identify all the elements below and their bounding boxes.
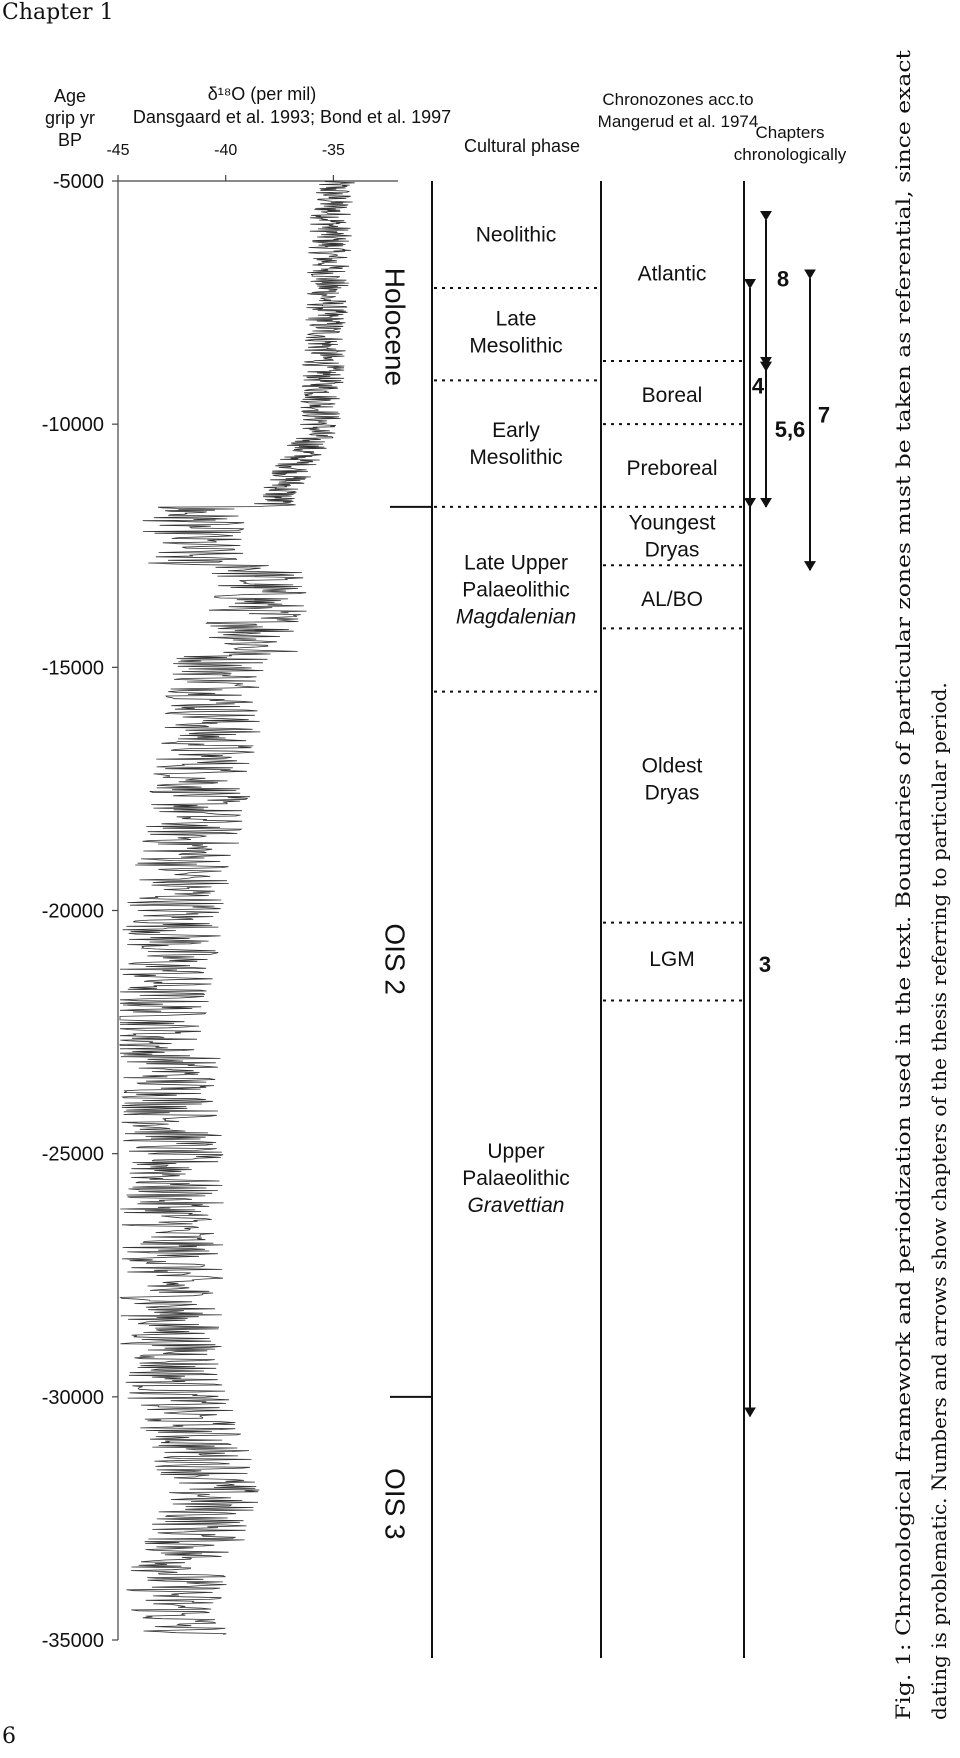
figure-caption-line: dating is problematic. Numbers and arrow…	[927, 682, 951, 1720]
age-axis-label: grip yr	[45, 108, 95, 128]
cultural-phase-label: Upper	[487, 1140, 544, 1163]
age-axis-label: BP	[58, 130, 82, 150]
chronozone-label: Youngest	[629, 512, 716, 535]
chronozone-label: AL/BO	[641, 588, 703, 611]
d18o-tick-label: -40	[214, 142, 237, 159]
chapter-label: 7	[818, 402, 830, 427]
cultural-phase-label: Neolithic	[476, 223, 557, 246]
cultural-phase-label: Mesolithic	[469, 334, 562, 357]
d18o-tick-label: -45	[106, 142, 129, 159]
chronozone-header: Mangerud et al. 1974	[598, 112, 759, 131]
cultural-phase-label: Late	[496, 307, 537, 330]
page-number: 6	[2, 1724, 16, 1749]
age-tick-label: -35000	[42, 1630, 104, 1652]
cultural-phase-label: Late Upper	[464, 552, 568, 575]
age-axis-label: Age	[54, 86, 86, 106]
chronozone-label: Oldest	[642, 755, 703, 778]
chapter-label: 5,6	[775, 417, 806, 442]
climate-label: OIS 3	[380, 1468, 411, 1540]
cultural-phase-label: Gravettian	[468, 1194, 565, 1217]
chapters-header: Chapters	[756, 123, 825, 142]
d18o-curve	[119, 180, 355, 1635]
age-tick-label: -10000	[42, 414, 104, 436]
chapter-label: 4	[752, 373, 765, 398]
age-tick-label: -30000	[42, 1387, 104, 1409]
chronozone-header: Chronozones acc.to	[602, 90, 753, 109]
chronozone-label: Dryas	[645, 782, 700, 805]
cultural-phase-label: Magdalenian	[456, 606, 576, 629]
cultural-phase-label: Early	[492, 419, 540, 442]
running-head: Chapter 1	[2, 0, 114, 25]
chronozone-label: LGM	[649, 948, 695, 971]
chronozone-label: Preboreal	[626, 457, 717, 480]
cultural-phase-header: Cultural phase	[464, 136, 580, 156]
chronozone-label: Dryas	[645, 539, 700, 562]
d18o-tick-label: -35	[322, 142, 345, 159]
cultural-phase-label: Palaeolithic	[462, 579, 569, 602]
climate-label: Holocene	[380, 268, 411, 386]
chapter-label: 3	[759, 952, 771, 977]
age-tick-label: -20000	[42, 901, 104, 923]
d18o-axis-source: Dansgaard et al. 1993; Bond et al. 1997	[133, 107, 451, 127]
figure-caption-line: Fig. 1: Chronological framework and peri…	[891, 50, 915, 1720]
chapter-label: 8	[777, 266, 789, 291]
cultural-phase-label: Palaeolithic	[462, 1167, 569, 1190]
age-tick-label: -5000	[53, 171, 104, 193]
cultural-phase-label: Mesolithic	[469, 446, 562, 469]
chronozone-label: Atlantic	[638, 262, 707, 285]
chronozone-label: Boreal	[642, 384, 703, 407]
climate-label: OIS 2	[380, 923, 411, 995]
age-tick-label: -25000	[42, 1144, 104, 1166]
d18o-axis-label: δ¹⁸O (per mil)	[208, 84, 317, 104]
age-tick-label: -15000	[42, 657, 104, 679]
chapters-header: chronologically	[734, 145, 847, 164]
